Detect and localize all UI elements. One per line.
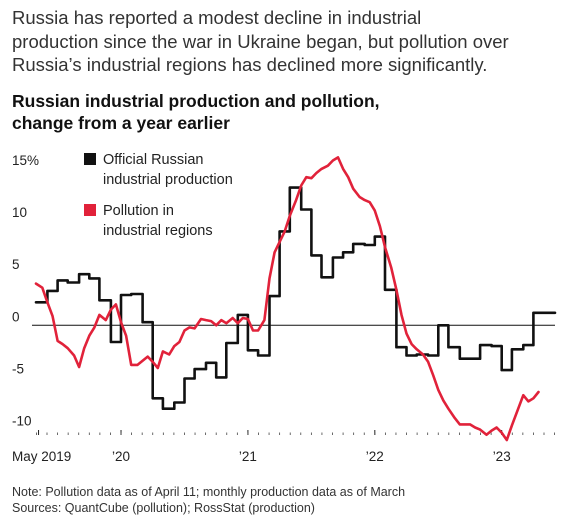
legend-label: Pollution in [103,203,174,219]
sources-note: Sources: QuantCube (pollution); RossStat… [12,501,315,515]
y-tick-label: 15% [12,153,39,168]
footnotes: Note: Pollution data as of April 11; mon… [12,484,405,516]
intro-line: Russia’s industrial regions has declined… [12,54,488,75]
chart-title-line: change from a year earlier [12,113,230,133]
legend-label: industrial production [103,172,233,188]
x-tick-label: ’20 [112,449,130,464]
legend-label: Official Russian [103,152,203,168]
x-tick-label: May 2019 [12,449,71,464]
y-tick-label: 5 [12,257,20,272]
legend-swatch [84,204,96,216]
data-note: Note: Pollution data as of April 11; mon… [12,485,406,499]
x-tick-label: ’23 [493,449,511,464]
chart-title: Russian industrial production and pollut… [12,90,560,134]
y-tick-label: 10 [12,205,27,220]
y-tick-label: -5 [12,361,24,376]
intro-text: Russia has reported a modest decline in … [12,6,560,77]
intro-line: Russia has reported a modest decline in … [12,7,422,28]
y-tick-label: 0 [12,309,20,324]
line-chart: 15% 10 5 0 -5 -10 May 2019 ’20 ’21 ’22 ’23 Official… [12,152,557,464]
series-line-0 [34,186,557,410]
chart-title-line: Russian industrial production and pollut… [12,91,380,111]
intro-line: production since the war in Ukraine bega… [12,30,509,52]
x-tick-label: ’22 [366,449,384,464]
legend-label: industrial regions [103,223,213,239]
legend-swatch [84,153,96,165]
y-tick-label: -10 [12,414,32,429]
x-tick-label: ’21 [239,449,257,464]
series-line-1 [34,156,540,442]
